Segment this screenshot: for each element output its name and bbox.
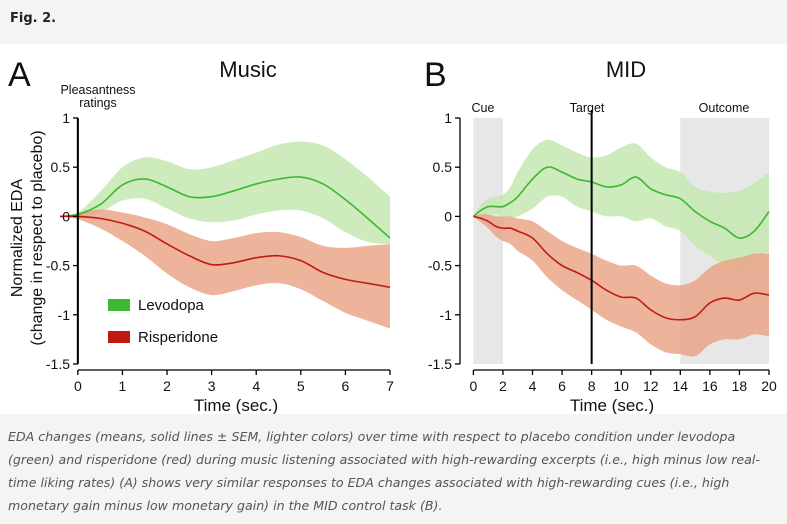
x-tick-label: 6: [342, 378, 350, 394]
panel-b: B MID 1 0.5 0 -0.5 -1 -1.5 0 2 4 6 8 10 12 14 16 18 20 C…: [424, 56, 777, 414]
x-tick-label: 20: [761, 378, 777, 394]
x-tick-label: 18: [732, 378, 748, 394]
x-tick-label: 0: [469, 378, 477, 394]
y-tick-label: 1: [444, 110, 452, 126]
cue-label: Cue: [472, 101, 495, 115]
legend-risperidone-swatch: [108, 331, 130, 343]
levodopa-mean-line: [472, 166, 770, 239]
y-tick-label: 0: [62, 208, 70, 224]
figure-chart: A Music Pleasantness ratings Normalized …: [8, 56, 777, 414]
x-tick-label: 16: [702, 378, 718, 394]
panel-a: A Music Pleasantness ratings Normalized …: [8, 56, 394, 414]
panel-b-title: MID: [606, 57, 646, 82]
risperidone-sem-band: [473, 214, 769, 357]
x-tick-label: 1: [119, 378, 127, 394]
panel-a-title: Music: [219, 57, 276, 82]
x-tick-label: 4: [252, 378, 260, 394]
x-tick-label: 6: [558, 378, 566, 394]
y-tick-label: -1: [58, 307, 71, 323]
y-tick-label: 1: [62, 110, 70, 126]
x-tick-label: 2: [163, 378, 171, 394]
pleasantness-label-line1: Pleasantness: [60, 83, 135, 97]
y-axis-label-line1: Normalized EDA: [9, 179, 26, 298]
x-tick-label: 10: [613, 378, 629, 394]
y-tick-label: 0: [444, 208, 452, 224]
x-tick-label: 5: [297, 378, 305, 394]
panel-a-letter: A: [8, 56, 31, 94]
x-tick-label: 3: [208, 378, 216, 394]
risperidone-mean-line: [59, 215, 391, 289]
target-label: Target: [570, 101, 605, 115]
panel-b-letter: B: [424, 56, 447, 94]
x-tick-label: 2: [499, 378, 507, 394]
y-tick-label: -1.5: [46, 356, 70, 372]
y-tick-label: -1: [440, 307, 453, 323]
y-axis-label-line2: (change in respect to placebo): [29, 130, 46, 345]
x-tick-label: 8: [588, 378, 596, 394]
legend-levodopa-swatch: [108, 299, 130, 311]
pleasantness-label-line2: ratings: [79, 96, 117, 110]
levodopa-mean-line: [59, 176, 391, 239]
legend-risperidone-label: Risperidone: [138, 329, 218, 346]
figure-label: Fig. 2.: [10, 11, 57, 26]
panel-b-x-axis-label: Time (sec.): [570, 396, 654, 414]
shaded-region-cue: [473, 118, 503, 364]
x-tick-label: 7: [386, 378, 394, 394]
x-tick-label: 0: [74, 378, 82, 394]
y-tick-label: -0.5: [46, 258, 70, 274]
y-tick-label: 0.5: [51, 159, 71, 175]
y-tick-label: 0.5: [433, 159, 453, 175]
figure-caption: EDA changes (means, solid lines ± SEM, l…: [8, 429, 760, 513]
x-tick-label: 14: [673, 378, 689, 394]
levodopa-sem-band: [473, 139, 769, 271]
x-tick-label: 4: [529, 378, 537, 394]
legend-levodopa-label: Levodopa: [138, 297, 205, 314]
outcome-label: Outcome: [699, 101, 750, 115]
x-tick-label: 12: [643, 378, 659, 394]
panel-a-x-axis-label: Time (sec.): [194, 396, 278, 414]
y-tick-label: -0.5: [428, 258, 452, 274]
risperidone-mean-line: [473, 215, 770, 321]
y-tick-label: -1.5: [428, 356, 452, 372]
risperidone-sem-band: [60, 209, 390, 329]
